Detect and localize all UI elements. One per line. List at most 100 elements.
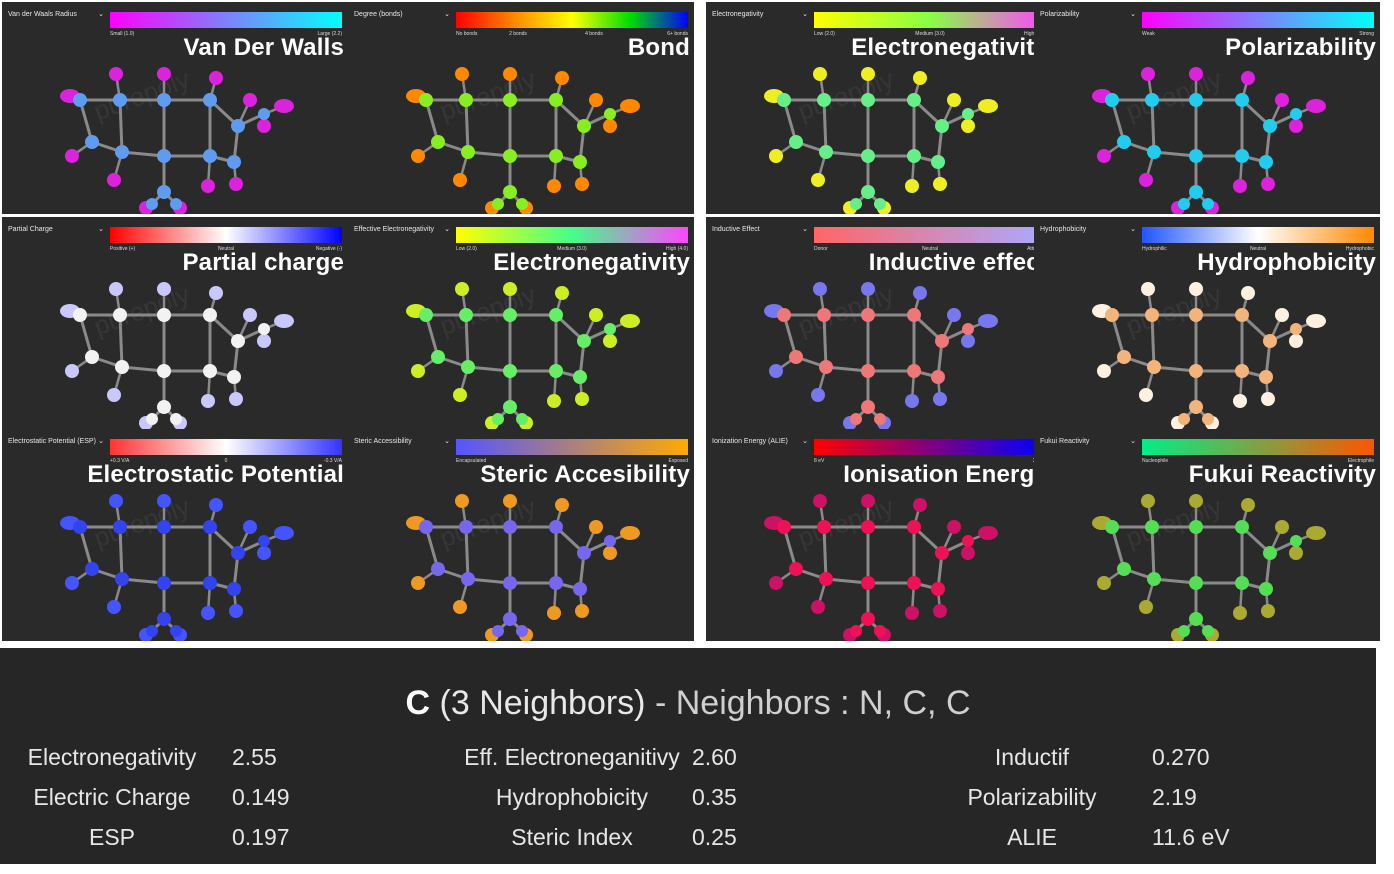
atom[interactable] — [861, 576, 875, 590]
atom[interactable] — [577, 334, 591, 348]
atom-h[interactable] — [547, 179, 561, 193]
atom[interactable] — [1259, 155, 1273, 169]
atom-h[interactable] — [1139, 388, 1153, 402]
atom[interactable] — [1263, 546, 1277, 560]
atom[interactable] — [258, 323, 270, 335]
atom-h[interactable] — [1275, 520, 1289, 534]
atom[interactable] — [459, 93, 473, 107]
property-dropdown[interactable]: Degree (bonds) ⌄ — [354, 8, 450, 22]
atom[interactable] — [1117, 562, 1131, 576]
atom[interactable] — [549, 520, 563, 534]
atom[interactable] — [419, 93, 433, 107]
atom[interactable] — [1290, 323, 1302, 335]
atom[interactable] — [577, 546, 591, 560]
atom[interactable] — [1189, 576, 1203, 590]
atom-h[interactable] — [933, 604, 947, 618]
atom[interactable] — [203, 93, 217, 107]
atom-h[interactable] — [575, 604, 589, 618]
atom-h[interactable] — [1189, 282, 1203, 296]
atom[interactable] — [146, 625, 158, 637]
atom-h[interactable] — [905, 606, 919, 620]
atom-h[interactable] — [453, 173, 467, 187]
atom[interactable] — [146, 198, 158, 210]
atom[interactable] — [461, 572, 475, 586]
atom[interactable] — [492, 413, 504, 425]
atom[interactable] — [1189, 364, 1203, 378]
atom[interactable] — [1147, 360, 1161, 374]
atom[interactable] — [503, 93, 517, 107]
atom-h[interactable] — [1139, 173, 1153, 187]
atom[interactable] — [503, 612, 517, 626]
atom-h[interactable] — [257, 334, 271, 348]
property-dropdown[interactable]: Electrostatic Potential (ESP) ⌄ — [8, 435, 104, 449]
atom[interactable] — [1189, 185, 1203, 199]
atom-h[interactable] — [503, 282, 517, 296]
atom[interactable] — [907, 576, 921, 590]
atom[interactable] — [203, 576, 217, 590]
atom[interactable] — [170, 625, 182, 637]
atom[interactable] — [907, 520, 921, 534]
atom[interactable] — [861, 612, 875, 626]
atom[interactable] — [907, 93, 921, 107]
molecule-view[interactable] — [2, 2, 348, 214]
atom[interactable] — [819, 360, 833, 374]
atom-h[interactable] — [257, 119, 271, 133]
atom[interactable] — [1145, 93, 1159, 107]
atom-h[interactable] — [1241, 286, 1255, 300]
atom-h[interactable] — [603, 119, 617, 133]
atom[interactable] — [85, 350, 99, 364]
atom[interactable] — [146, 413, 158, 425]
property-dropdown[interactable]: Electronegativity ⌄ — [712, 8, 808, 22]
atom[interactable] — [113, 520, 127, 534]
atom-h[interactable] — [453, 600, 467, 614]
atom-h[interactable] — [1306, 314, 1326, 328]
atom[interactable] — [874, 198, 886, 210]
atom[interactable] — [503, 520, 517, 534]
atom-h[interactable] — [947, 520, 961, 534]
atom[interactable] — [935, 334, 949, 348]
atom[interactable] — [861, 185, 875, 199]
atom[interactable] — [1189, 520, 1203, 534]
atom[interactable] — [577, 119, 591, 133]
atom-h[interactable] — [1261, 177, 1275, 191]
property-dropdown[interactable]: Ionization Energy (ALIE) ⌄ — [712, 435, 808, 449]
molecule-view[interactable] — [706, 2, 1052, 214]
property-dropdown[interactable]: Partial Charge ⌄ — [8, 223, 104, 237]
atom-h[interactable] — [913, 71, 927, 85]
atom[interactable] — [516, 625, 528, 637]
atom[interactable] — [1189, 612, 1203, 626]
atom-h[interactable] — [978, 314, 998, 328]
atom[interactable] — [113, 93, 127, 107]
molecule-view[interactable] — [2, 429, 348, 641]
atom[interactable] — [1145, 308, 1159, 322]
atom[interactable] — [1117, 135, 1131, 149]
atom[interactable] — [777, 93, 791, 107]
atom[interactable] — [1202, 625, 1214, 637]
atom[interactable] — [85, 135, 99, 149]
atom[interactable] — [203, 149, 217, 163]
atom-h[interactable] — [978, 99, 998, 113]
atom-h[interactable] — [603, 334, 617, 348]
atom-h[interactable] — [947, 308, 961, 322]
atom[interactable] — [850, 198, 862, 210]
atom[interactable] — [777, 308, 791, 322]
atom[interactable] — [73, 308, 87, 322]
atom[interactable] — [1178, 413, 1190, 425]
atom-h[interactable] — [1189, 67, 1203, 81]
atom[interactable] — [503, 308, 517, 322]
atom[interactable] — [962, 108, 974, 120]
atom[interactable] — [503, 576, 517, 590]
atom[interactable] — [817, 520, 831, 534]
atom-h[interactable] — [257, 546, 271, 560]
atom[interactable] — [170, 198, 182, 210]
atom[interactable] — [861, 93, 875, 107]
atom[interactable] — [431, 350, 445, 364]
atom[interactable] — [962, 323, 974, 335]
atom[interactable] — [461, 145, 475, 159]
atom[interactable] — [907, 149, 921, 163]
atom[interactable] — [459, 308, 473, 322]
atom-h[interactable] — [274, 99, 294, 113]
atom[interactable] — [85, 562, 99, 576]
atom[interactable] — [227, 155, 241, 169]
atom[interactable] — [115, 572, 129, 586]
